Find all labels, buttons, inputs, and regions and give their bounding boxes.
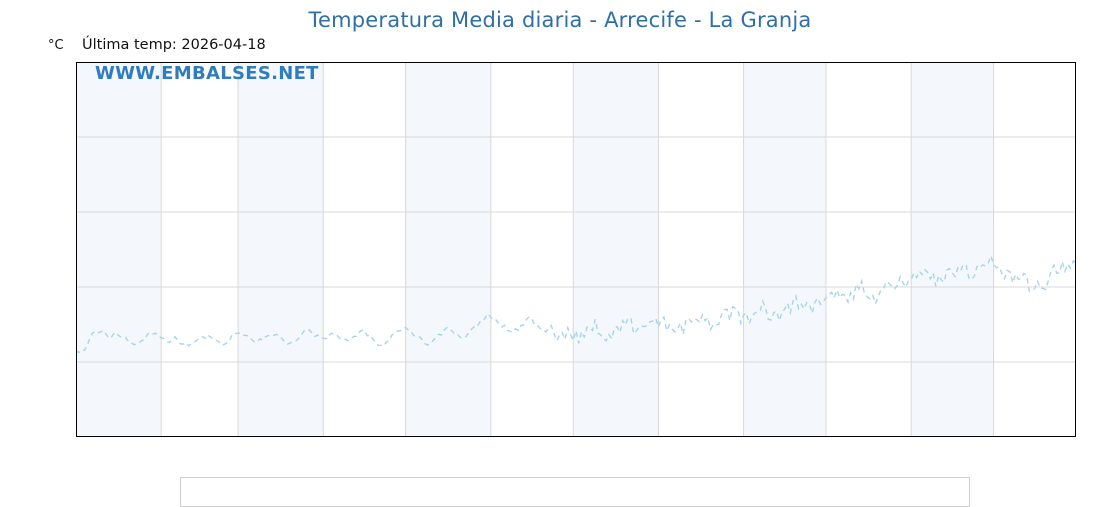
page-title: Temperatura Media diaria - Arrecife - La… <box>308 8 812 32</box>
chart-legend <box>180 477 970 507</box>
month-band <box>76 62 162 437</box>
month-band <box>405 62 491 437</box>
month-band <box>238 62 324 437</box>
plot-area <box>76 62 1076 437</box>
plot-frame <box>76 62 1076 437</box>
month-band <box>911 62 994 437</box>
month-band <box>573 62 659 437</box>
month-band <box>743 62 826 437</box>
y-axis-unit-label: °C <box>48 38 64 53</box>
last-temp-subtitle: Última temp: 2026-04-18 <box>82 37 266 53</box>
watermark: WWW.EMBALSES.NET <box>95 63 319 84</box>
chart-canvas <box>76 62 1076 437</box>
